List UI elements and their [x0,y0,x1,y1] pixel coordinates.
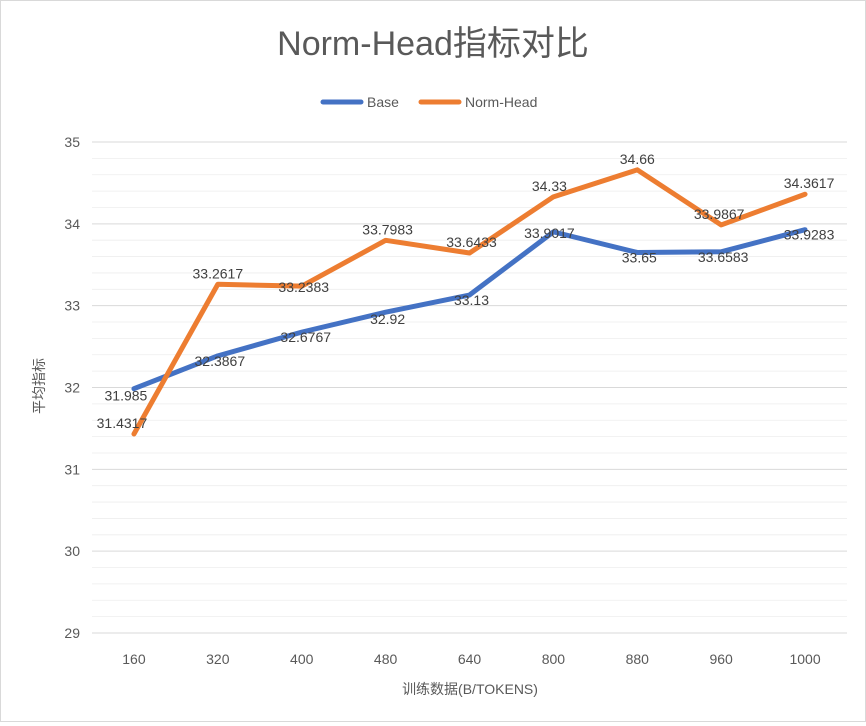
y-axis-title: 平均指标 [31,358,47,414]
base-data-label: 32.3867 [195,353,246,369]
norm-head-series-line [131,167,808,437]
x-tick-label: 640 [458,651,482,667]
norm-head-data-label: 34.33 [532,178,567,194]
y-tick-label: 34 [64,216,80,232]
y-tick-label: 29 [64,625,80,641]
base-data-label: 33.9017 [524,225,575,241]
x-tick-label: 160 [122,651,146,667]
base-data-label: 32.92 [370,311,405,327]
norm-head-data-label: 31.4317 [97,415,148,431]
norm-head-data-label: 34.66 [620,151,655,167]
x-tick-label: 960 [709,651,733,667]
y-tick-label: 31 [64,461,80,477]
norm-head-data-label: 34.3617 [784,175,835,191]
legend-base-label: Base [367,94,399,110]
y-tick-label: 32 [64,380,80,396]
norm-head-data-label: 33.6433 [446,234,497,250]
norm-head-data-label: 33.7983 [362,221,413,237]
x-axis-title: 训练数据(B/TOKENS) [402,681,538,697]
gridlines [92,141,847,634]
y-tick-label: 30 [64,543,80,559]
chart-title: Norm-Head指标对比 [277,25,589,63]
y-tick-label: 35 [64,134,80,150]
base-data-label: 32.6767 [280,329,331,345]
series-layer [131,167,808,437]
base-data-label: 33.6583 [698,249,749,265]
legend: Base Norm-Head [320,94,537,110]
data-labels: 31.985 32.3867 32.6767 32.92 33.13 33.9017 33.… [97,151,835,431]
norm-head-data-label: 33.2617 [193,265,244,281]
y-tick-label: 33 [64,298,80,314]
base-series-line [131,227,808,392]
base-data-label: 33.65 [622,249,657,265]
y-axis: 29 30 31 32 33 34 35 [64,134,80,641]
legend-norm-head-label: Norm-Head [465,94,537,110]
base-data-label: 33.13 [454,292,489,308]
base-data-label: 31.985 [105,388,148,404]
norm-head-data-label: 33.2383 [278,279,329,295]
x-tick-label: 800 [542,651,566,667]
x-tick-label: 1000 [789,651,820,667]
x-axis: 160 320 400 480 640 800 880 960 1000 [122,651,821,667]
x-tick-label: 480 [374,651,398,667]
base-data-label: 33.9283 [784,227,835,243]
x-tick-label: 400 [290,651,314,667]
norm-head-data-label: 33.9867 [694,206,745,222]
x-tick-label: 880 [626,651,650,667]
x-tick-label: 320 [206,651,230,667]
